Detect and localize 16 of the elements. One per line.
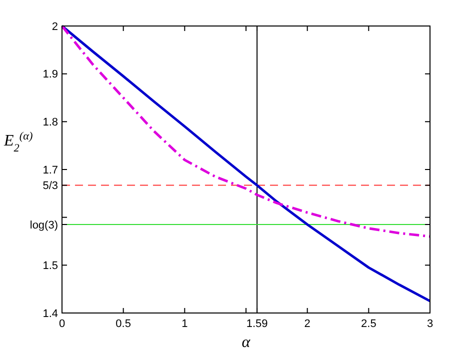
x-tick-label: 2.5 — [361, 318, 376, 330]
y-tick-label: 1.7 — [42, 164, 58, 176]
y-tick-label: 1.8 — [42, 116, 58, 129]
x-tick-label: 0.5 — [116, 318, 131, 330]
y-tick-label: 2 — [52, 20, 58, 33]
y-tick-label: 1.9 — [42, 68, 58, 81]
y-tick-label: log(3) — [30, 219, 58, 232]
x-axis-title: α — [242, 334, 251, 351]
y-tick-label: 1.4 — [42, 308, 58, 320]
x-tick-label: 3 — [426, 318, 434, 330]
x-tick-label: 1.59 — [246, 318, 268, 330]
x-tick-label: 0 — [58, 318, 66, 330]
y-tick-label: 5/3 — [42, 180, 58, 192]
x-tick-label: 1 — [182, 318, 188, 330]
x-tick-label: 2 — [304, 318, 310, 330]
y-tick-label: 1.5 — [42, 260, 58, 272]
